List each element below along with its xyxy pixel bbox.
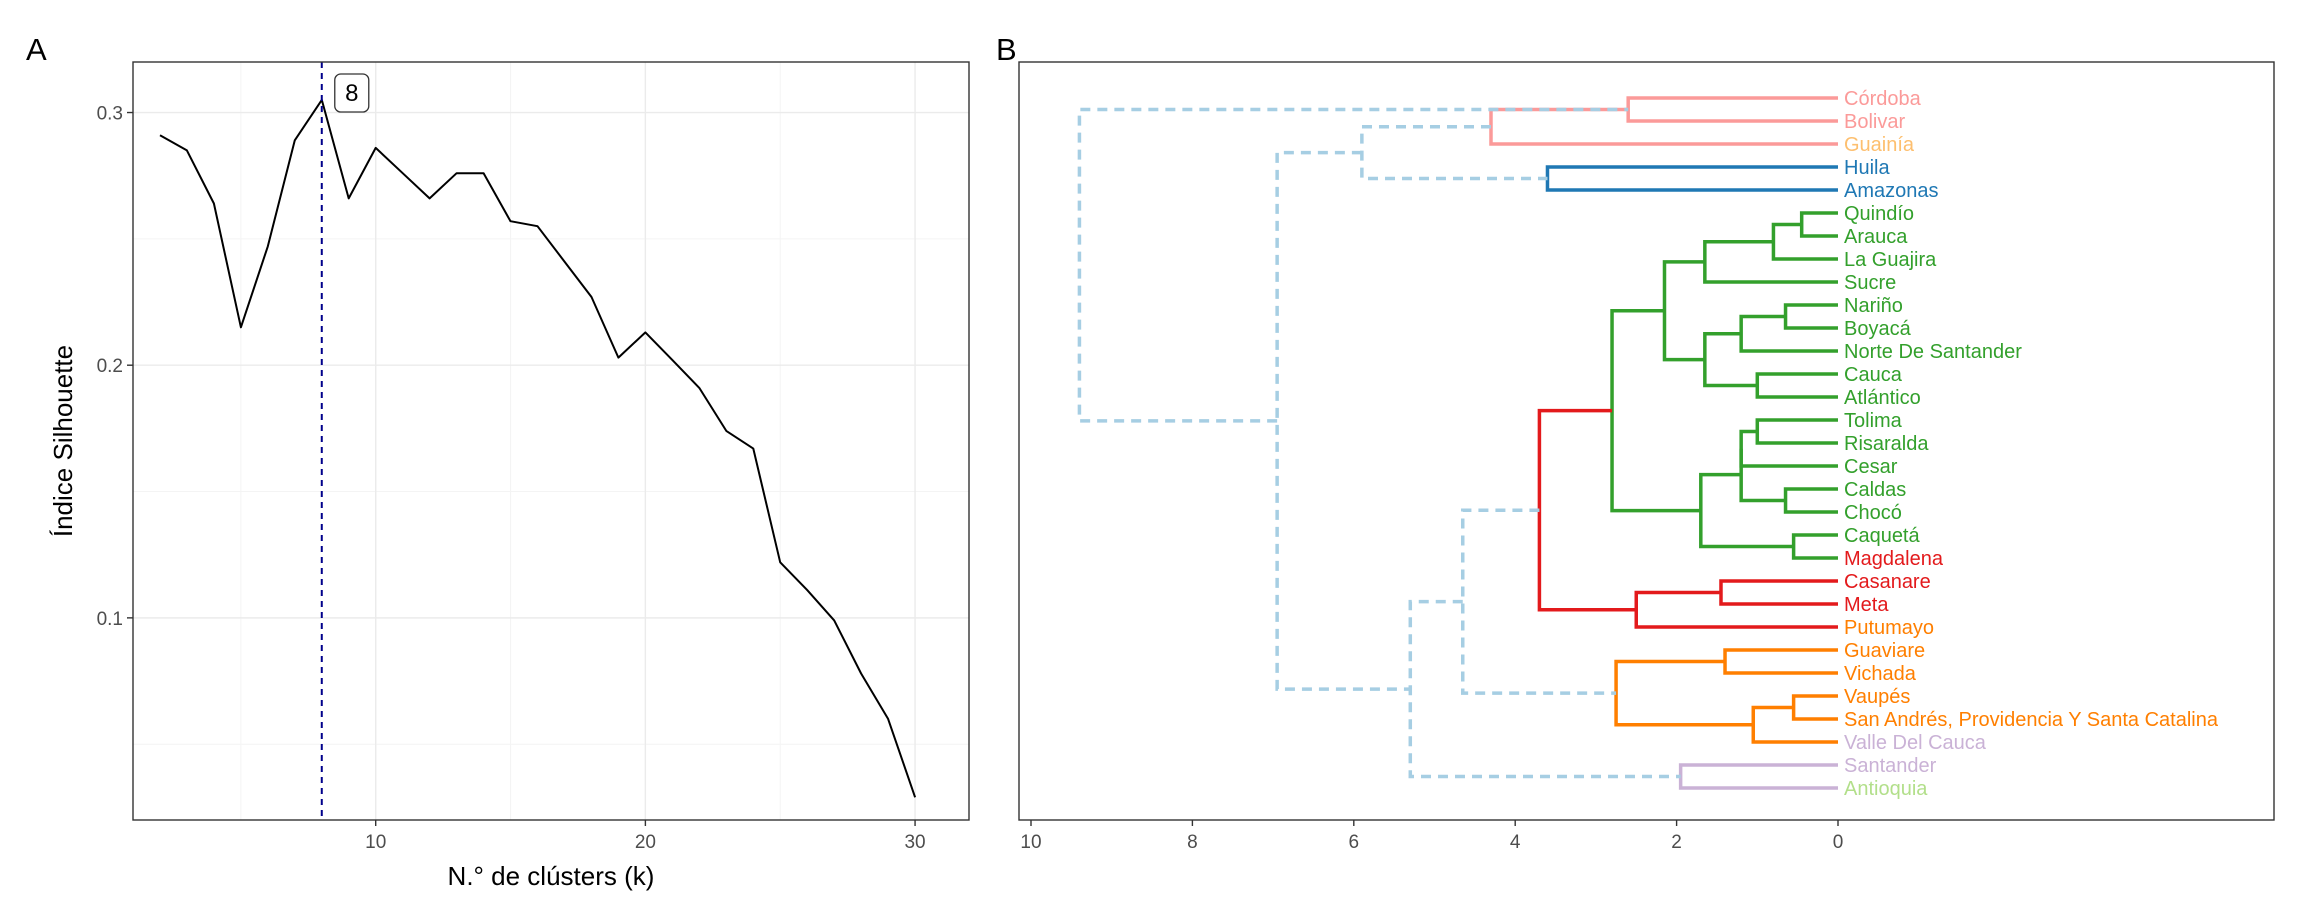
leaf-label: Norte De Santander (1844, 341, 2022, 363)
leaf-label: Cauca (1844, 364, 1903, 386)
y-tick-label: 0.3 (97, 104, 123, 125)
panel-b-letter: B (996, 32, 1017, 67)
dendrogram-tick-label: 6 (1349, 832, 1360, 853)
leaf-label: Vichada (1844, 663, 1917, 685)
dendrogram-link (1275, 150, 1411, 691)
x-tick-label: 10 (365, 832, 386, 853)
silhouette-plot-frame (132, 61, 970, 821)
leaf-label: Valle Del Cauca (1844, 732, 1987, 754)
dendrogram-link (1614, 659, 1754, 727)
leaf-label: Casanare (1844, 571, 1931, 593)
leaf-label: Risaralda (1844, 433, 1929, 455)
leaf-label: Vaupés (1844, 686, 1910, 708)
dendrogram-tick-label: 10 (1020, 832, 1041, 853)
dendrogram-link (1703, 332, 1758, 388)
dendrogram-link (1460, 508, 1617, 695)
silhouette-line-layer (159, 98, 917, 798)
dendrogram-link (1634, 590, 1838, 629)
dendrogram-axis-ticks: 10 8 6 4 2 0 (1020, 820, 1843, 853)
dendrogram-tick-label: 8 (1187, 832, 1198, 853)
dendrogram-leaf-labels: CórdobaBolivarGuainíaHuilaAmazonasQuindí… (1844, 88, 2219, 800)
dendrogram-link (1360, 125, 1548, 181)
leaf-label: Guaviare (1844, 640, 1925, 662)
dendrogram-tick-label: 2 (1671, 832, 1682, 853)
leaf-label: Santander (1844, 755, 1937, 777)
dendrogram-tick-label: 0 (1833, 832, 1844, 853)
dendrogram-link (1489, 107, 1838, 146)
silhouette-x-axis-title: N.° de clústers (k) (448, 861, 655, 891)
dendrogram-link (1678, 763, 1838, 790)
dendrogram-link (1077, 107, 1629, 423)
dendrogram-link (1719, 579, 1838, 606)
leaf-label: Guainía (1844, 134, 1915, 156)
leaf-label: Caldas (1844, 479, 1906, 501)
leaf-label: Nariño (1844, 295, 1903, 317)
dendrogram-link (1610, 309, 1701, 513)
dendrogram-link (1783, 487, 1838, 514)
dendrogram-link (1751, 705, 1838, 744)
dendrogram-plot-frame (1018, 61, 2275, 821)
leaf-label: Meta (1844, 594, 1889, 616)
dendrogram-link (1703, 240, 1838, 284)
dendrogram-link (1662, 260, 1705, 362)
y-tick-label: 0.1 (97, 609, 123, 630)
dendrogram-chart: CórdobaBolivarGuainíaHuilaAmazonasQuindí… (1018, 61, 2275, 853)
optimal-k-annotation: 8 (320, 62, 370, 820)
dendrogram-link (1791, 533, 1838, 560)
dendrogram-link (1739, 448, 1786, 503)
leaf-label: Boyacá (1844, 318, 1912, 340)
leaf-label: Caquetá (1844, 525, 1920, 547)
panel-a-letter: A (26, 32, 47, 67)
leaf-label: Cesar (1844, 456, 1898, 478)
silhouette-series-line (159, 98, 917, 798)
leaf-label: La Guajira (1844, 249, 1937, 271)
leaf-label: Putumayo (1844, 617, 1934, 639)
dendrogram-link (1755, 418, 1838, 445)
leaf-label: Chocó (1844, 502, 1902, 524)
leaf-label: Amazonas (1844, 180, 1939, 202)
leaf-label: Magdalena (1844, 548, 1944, 570)
leaf-label: Antioquia (1844, 778, 1928, 800)
dendrogram-link (1783, 303, 1838, 330)
dendrogram-link (1791, 694, 1838, 721)
dendrogram-link (1799, 211, 1838, 238)
x-tick-label: 30 (904, 832, 925, 853)
dendrogram-link (1739, 314, 1838, 353)
silhouette-axis-ticks: 10 20 30 0.1 0.2 0.3 (97, 104, 926, 853)
x-tick-label: 20 (635, 832, 656, 853)
silhouette-y-axis-title: Índice Silhouette (48, 345, 78, 537)
leaf-label: San Andrés, Providencia Y Santa Catalina (1844, 709, 2219, 731)
dendrogram-link (1723, 648, 1838, 675)
dendrogram-link (1755, 372, 1838, 399)
dendrogram-link (1545, 165, 1838, 192)
dendrogram-tick-label: 4 (1510, 832, 1521, 853)
optimal-k-label: 8 (345, 80, 358, 107)
leaf-label: Atlántico (1844, 387, 1921, 409)
leaf-label: Sucre (1844, 272, 1896, 294)
leaf-label: Córdoba (1844, 88, 1922, 110)
optimal-k-label-box (334, 73, 370, 113)
leaf-label: Huila (1844, 157, 1890, 179)
dendrogram-link (1626, 96, 1838, 123)
dendrogram-link (1699, 472, 1794, 549)
y-tick-label: 0.2 (97, 356, 123, 377)
leaf-label: Arauca (1844, 226, 1908, 248)
leaf-label: Tolima (1844, 410, 1903, 432)
leaf-label: Quindío (1844, 203, 1914, 225)
silhouette-grid (133, 62, 969, 820)
silhouette-chart: 8 10 20 30 0.1 0.2 0.3 N.° de clústers (k) Ín… (48, 61, 970, 891)
dendrogram-link (1771, 222, 1838, 261)
leaf-label: Bolivar (1844, 111, 1905, 133)
dendrogram-branches (1077, 96, 1838, 790)
